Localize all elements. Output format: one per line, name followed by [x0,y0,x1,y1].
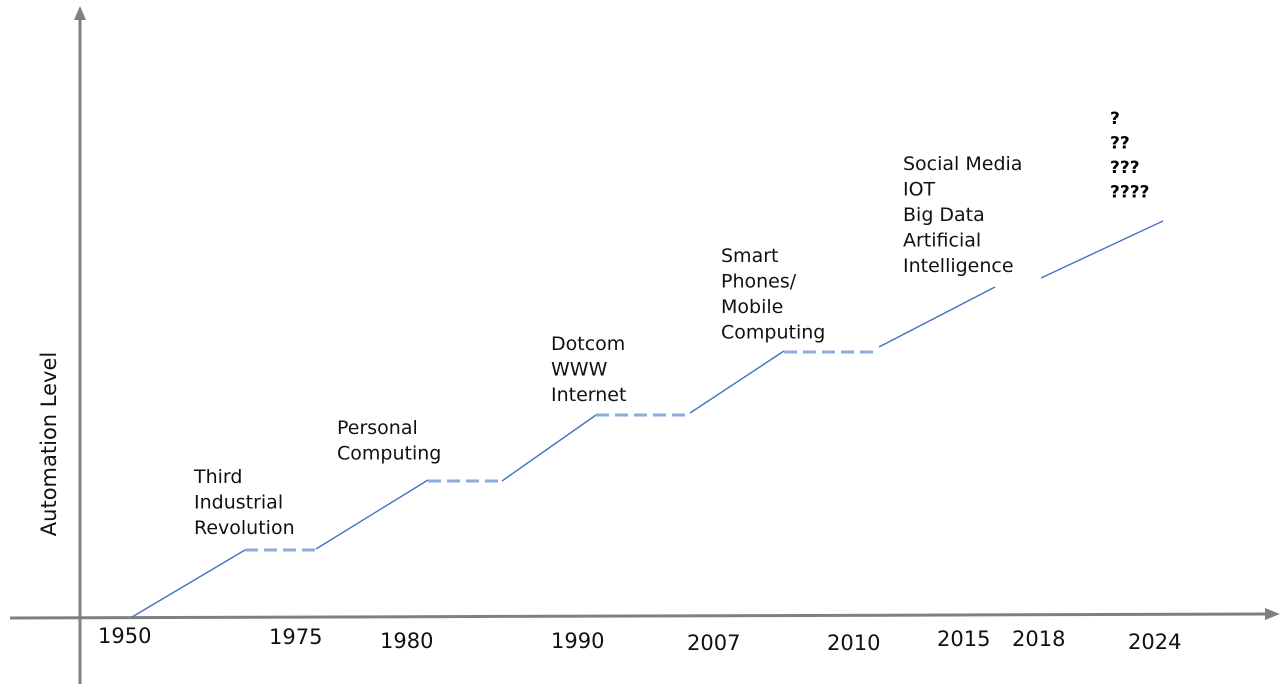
year-label: 2024 [1128,630,1181,654]
y-axis-title: Automation Level [37,352,61,536]
era-label-line: Intelligence [903,255,1014,277]
era-label-line: IOT [903,179,936,201]
era-label-line: Dotcom [551,333,625,355]
year-label: 1950 [98,624,151,648]
year-label: 2015 [937,627,990,651]
future-label-line: ??? [1110,158,1140,178]
era-label-line: WWW [551,359,608,381]
future-label-line: ?? [1110,134,1130,154]
x-axis-arrowhead [1265,608,1280,620]
era-label-social-media-ai: Social Media IOT Big Data Artificial Int… [903,153,1028,277]
future-label-line: ? [1110,109,1120,129]
axes [9,6,1280,684]
x-axis-line [9,612,1267,620]
future-label-line: ???? [1110,183,1149,203]
era-label-line: Big Data [903,204,985,226]
year-label: 2018 [1012,627,1065,651]
era-label-line: Computing [337,443,441,465]
trend-segment [131,549,246,618]
year-label: 1975 [269,625,322,649]
trend-segment [689,350,785,414]
year-label: 2010 [827,631,880,655]
era-label-line: Computing [721,322,825,344]
trend-segment [878,286,996,348]
era-label-line: Smart [721,245,778,267]
era-label-line: Mobile [721,296,783,318]
era-label-line: Third [193,466,242,488]
trend-segment [1040,220,1164,279]
era-label-line: Industrial [194,492,283,514]
era-label-personal-computing: Personal Computing [337,417,441,465]
trend-line [131,220,1164,618]
era-label-line: Social Media [903,153,1022,175]
year-label: 2007 [687,631,740,655]
era-label-line: Internet [551,384,626,406]
era-label-line: Phones/ [721,271,797,293]
era-label-smart-phones: Smart Phones/ Mobile Computing [721,245,825,344]
trend-segment [315,479,429,550]
era-label-line: Personal [337,417,418,439]
era-labels: Third Industrial Revolution Personal Com… [193,153,1028,539]
future-label: ? ?? ??? ???? [1110,109,1149,203]
trend-segment [501,414,597,482]
year-labels: 1950 1975 1980 1990 2007 2010 2015 2018 … [98,624,1181,655]
era-label-third-industrial-revolution: Third Industrial Revolution [193,466,295,539]
year-label: 1990 [551,629,604,653]
plateaus [245,350,879,552]
era-label-dotcom: Dotcom WWW Internet [551,333,631,406]
y-axis-arrowhead [74,6,86,20]
era-label-line: Revolution [194,517,295,539]
year-label: 1980 [380,629,433,653]
era-label-line: Artificial [903,230,981,252]
